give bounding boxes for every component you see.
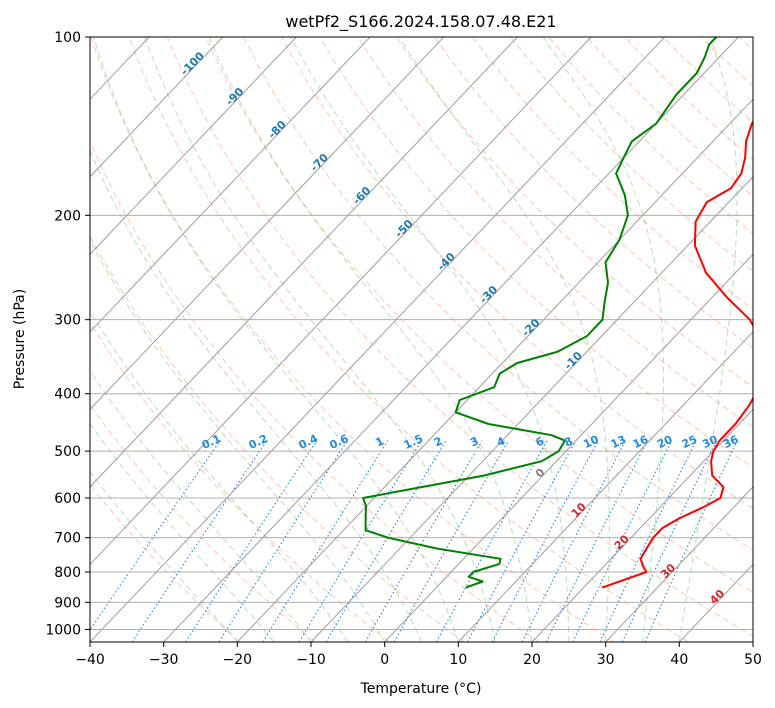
y-tick-label: 900 — [54, 595, 81, 611]
y-tick-label: 400 — [54, 387, 81, 403]
x-tick-label: 40 — [670, 652, 688, 668]
x-tick-label: −40 — [75, 652, 105, 668]
gridlines — [0, 37, 753, 642]
moist-adiabat — [90, 471, 238, 642]
x-tick-label: 0 — [380, 652, 389, 668]
isotherm-gridline — [531, 408, 753, 642]
mixing-ratio-label: 16 — [631, 433, 651, 451]
x-axis-label: Temperature (°C) — [360, 681, 482, 697]
mixing-ratio-line — [298, 440, 422, 642]
moist-adiabat — [93, 37, 459, 642]
moist-adiabat — [90, 149, 422, 642]
mixing-ratio-line — [435, 440, 548, 642]
mixing-ratio-line — [393, 440, 510, 642]
x-tick-label: −10 — [296, 652, 326, 668]
dry-adiabat — [624, 37, 753, 160]
mixing-ratio-label: 25 — [680, 433, 699, 451]
y-tick-label: 100 — [54, 30, 81, 46]
isotherm-gridline — [90, 37, 445, 411]
moist-adiabat — [90, 309, 349, 642]
chart-title: wetPf2_S166.2024.158.07.48.E21 — [285, 12, 556, 32]
mixing-ratio-label: 20 — [655, 433, 675, 451]
moist-adiabat — [542, 37, 665, 642]
isotherm-gridline — [90, 37, 592, 566]
x-tick-label: 10 — [449, 652, 467, 668]
mixing-ratio-line — [185, 440, 318, 642]
mixing-ratio-label: 36 — [721, 433, 741, 451]
isotherm-gridline — [90, 37, 297, 256]
mixing-ratio-line — [621, 440, 718, 642]
dry-adiabat — [90, 37, 614, 642]
mixing-ratio-line — [545, 440, 648, 642]
dry-adiabat — [90, 321, 390, 642]
dry-adiabat — [433, 37, 753, 349]
x-tick-label: 30 — [597, 652, 615, 668]
plot-area — [90, 37, 753, 642]
isotherm-gridline — [90, 37, 666, 642]
plot-frame — [89, 36, 754, 643]
x-tick-label: 50 — [744, 652, 762, 668]
dry-adiabat — [281, 37, 753, 509]
y-tick-label: 300 — [54, 313, 81, 329]
dry-adiabat — [128, 37, 689, 642]
x-tick-label: 20 — [523, 652, 541, 668]
moist-adiabat — [398, 37, 610, 642]
dry-adiabat — [243, 37, 753, 551]
y-axis-label: Pressure (hPa) — [12, 289, 28, 389]
moist-adiabat — [208, 37, 533, 642]
dry-adiabat — [90, 234, 465, 642]
profile-line — [362, 37, 718, 589]
dry-adiabat — [166, 37, 753, 637]
moist-adiabat — [144, 37, 496, 642]
dry-adiabat — [472, 37, 753, 310]
isotherm-gridline — [605, 486, 753, 642]
mixing-ratio-line — [644, 440, 738, 642]
isotherm-gridline — [752, 641, 753, 642]
profile-line — [601, 119, 753, 589]
mixing-ratio-line — [218, 440, 348, 642]
mixing-ratio-label: 30 — [700, 433, 720, 451]
y-tick-label: 1000 — [45, 622, 81, 638]
mixing-ratio-line — [467, 440, 577, 642]
moist-adiabat — [678, 37, 738, 642]
dry-adiabat — [90, 484, 241, 642]
mixing-ratio-line — [262, 440, 389, 642]
isotherm-gridline — [0, 37, 2, 642]
x-tick-label: −30 — [149, 652, 179, 668]
y-tick-label: 600 — [54, 491, 81, 507]
axes: −40 −30 −20 −10 0 10 20 30 40 50 100 200 300 400 500 60… — [45, 30, 762, 668]
isotherm-gridline — [457, 331, 753, 642]
dry-adiabat — [205, 37, 753, 594]
isotherm-gridline — [384, 253, 753, 642]
mixing-ratio-label: 10 — [581, 433, 601, 451]
profile-lines — [362, 37, 753, 589]
dry-adiabat — [510, 37, 753, 272]
moist-adiabat — [290, 37, 570, 642]
y-tick-label: 200 — [54, 208, 81, 224]
isotherm-gridline — [236, 98, 753, 642]
mixing-ratio-label: 13 — [609, 433, 628, 451]
isotherm-gridline — [90, 37, 371, 333]
dry-adiabat — [395, 37, 753, 388]
moist-adiabat — [90, 238, 386, 642]
x-tick-label: −20 — [223, 652, 253, 668]
isotherm-gridline — [90, 37, 224, 178]
isotherm-gridline — [163, 37, 739, 642]
background-lines — [90, 37, 753, 642]
mixing-ratio-line — [131, 440, 268, 642]
isotherm-gridline — [90, 37, 518, 488]
dry-adiabat — [90, 140, 540, 642]
mixing-ratio-line — [572, 440, 673, 642]
y-tick-label: 500 — [54, 444, 81, 460]
mixing-ratio-line — [364, 440, 483, 642]
moist-adiabat — [90, 423, 275, 642]
y-tick-label: 700 — [54, 531, 81, 547]
y-tick-label: 800 — [54, 565, 81, 581]
dry-adiabat — [357, 37, 753, 428]
